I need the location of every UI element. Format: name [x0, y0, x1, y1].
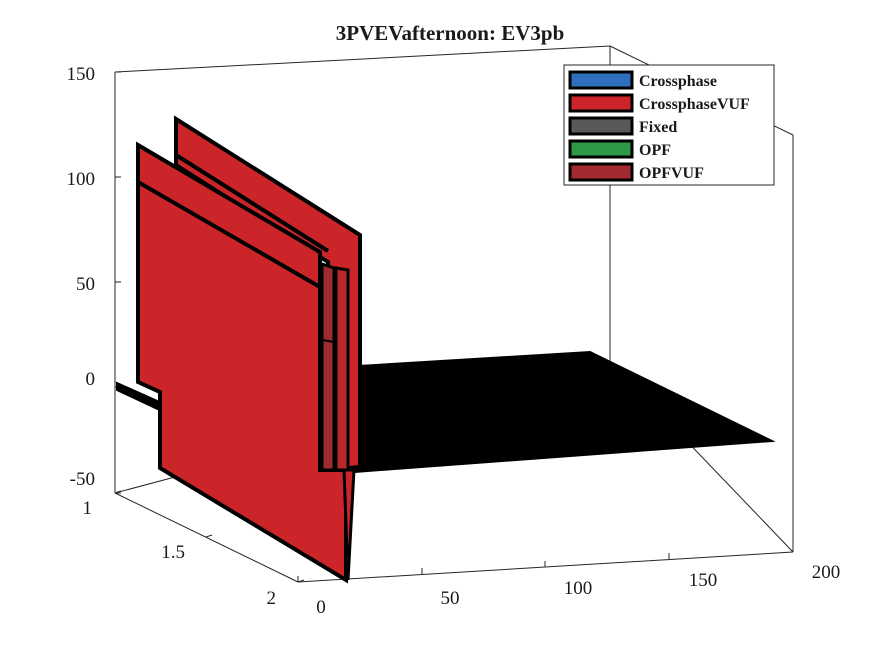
- bar-slab-edge: [321, 339, 335, 343]
- bar-slab-edge: [174, 153, 330, 253]
- y-tick-label: 1: [83, 498, 93, 519]
- legend-item: Crossphase: [568, 70, 717, 90]
- bar-slab-edge: [137, 180, 321, 289]
- floor-slab: [340, 350, 776, 474]
- legend-label: OPFVUF: [639, 165, 704, 182]
- y-tick-label: 2: [267, 588, 277, 609]
- legend-swatch: [568, 93, 634, 113]
- x-tick-label: 150: [689, 570, 718, 591]
- bar-slab: [342, 468, 356, 581]
- z-tick-label: 150: [67, 64, 96, 85]
- z-tick-label: 50: [76, 274, 95, 295]
- x-tick-label: 50: [441, 588, 460, 609]
- y-axis: 1 1.5 2: [83, 490, 305, 609]
- legend-label: OPF: [639, 142, 671, 159]
- legend-item: OPF: [568, 139, 671, 159]
- legend-label: Crossphase: [639, 73, 717, 90]
- bar-slab: [320, 261, 336, 472]
- legend-label: CrossphaseVUF: [639, 96, 750, 113]
- z-tick-label: 100: [67, 169, 96, 190]
- legend: Crossphase CrossphaseVUF Fixed OPF OPFVU…: [563, 64, 775, 186]
- x-axis: 0 50 100 150 200: [297, 546, 841, 618]
- x-tick-label: 200: [812, 562, 841, 583]
- legend-swatch: [568, 139, 634, 159]
- plot-surface: [116, 115, 776, 584]
- bar-slab: [136, 141, 348, 584]
- z-axis: 150 100 50 0 -50: [67, 64, 121, 494]
- chart-title: 3PVEVafternoon: EV3pb: [336, 21, 565, 45]
- x-tick-label: 100: [564, 578, 593, 599]
- legend-swatch: [568, 116, 634, 136]
- legend-swatch: [568, 70, 634, 90]
- bar-slab: [334, 266, 350, 472]
- x-tick-label: 0: [316, 597, 326, 618]
- legend-swatch: [568, 162, 634, 182]
- z-tick-label: 0: [86, 369, 96, 390]
- z-tick-label: -50: [70, 469, 95, 490]
- legend-item: Fixed: [568, 116, 677, 136]
- legend-item: CrossphaseVUF: [568, 93, 750, 113]
- y-tick-label: 1.5: [161, 542, 185, 563]
- legend-label: Fixed: [639, 119, 677, 136]
- legend-item: OPFVUF: [568, 162, 704, 182]
